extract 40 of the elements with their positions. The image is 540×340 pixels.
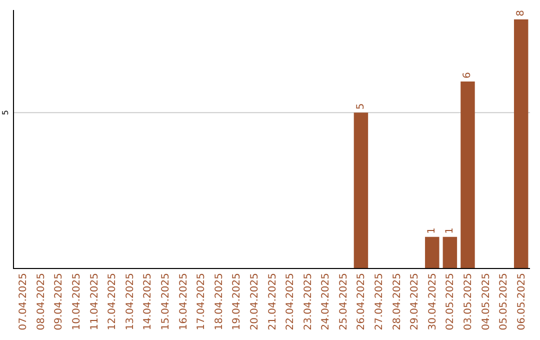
x-tick-label: 03.05.2025: [462, 273, 474, 330]
data-label: 6: [462, 72, 474, 78]
x-tick-label: 25.04.2025: [338, 273, 350, 330]
x-tick-label: 06.05.2025: [516, 273, 528, 330]
x-tick-label: 17.04.2025: [196, 273, 208, 330]
x-tick-label: 05.05.2025: [498, 273, 510, 330]
x-tick-label: 04.05.2025: [480, 273, 492, 330]
data-label: 1: [444, 228, 456, 234]
x-tick-label: 13.04.2025: [124, 273, 136, 330]
x-tick-label: 08.04.2025: [36, 273, 47, 330]
x-tick-label: 27.04.2025: [374, 273, 386, 330]
x-tick-label: 10.04.2025: [72, 273, 83, 330]
x-tick-label: 22.04.2025: [285, 273, 296, 330]
x-tick-label: 14.04.2025: [142, 273, 154, 330]
x-tick-label: 12.04.2025: [107, 273, 118, 330]
x-tick-label: 26.04.2025: [356, 273, 368, 330]
x-tick-label: 11.04.2025: [89, 273, 100, 330]
bar: [354, 112, 368, 268]
x-tick-label: 30.04.2025: [427, 273, 438, 330]
x-tick-label: 02.05.2025: [445, 273, 456, 330]
data-label: 1: [426, 228, 438, 234]
x-tick-label: 29.04.2025: [410, 273, 421, 330]
ref-line-label: 5: [0, 110, 10, 116]
x-tick-label: 18.04.2025: [214, 273, 225, 330]
x-tick-label: 23.04.2025: [302, 273, 314, 330]
x-tick-label: 16.04.2025: [178, 273, 190, 330]
x-tick-label: 28.04.2025: [392, 273, 403, 330]
bar: [460, 81, 475, 268]
bar: [514, 19, 528, 268]
x-tick-label: 19.04.2025: [232, 273, 243, 330]
x-tick-label: 07.04.2025: [18, 273, 30, 330]
bar: [425, 236, 440, 268]
data-label: 8: [516, 10, 527, 16]
x-tick-label: 09.04.2025: [54, 273, 65, 330]
x-tick-label: 20.04.2025: [249, 273, 260, 330]
x-tick-label: 15.04.2025: [160, 273, 172, 330]
x-tick-label: 21.04.2025: [267, 273, 278, 330]
bar: [442, 236, 458, 268]
x-tick-label: 24.04.2025: [320, 273, 332, 330]
data-label: 5: [355, 103, 366, 110]
